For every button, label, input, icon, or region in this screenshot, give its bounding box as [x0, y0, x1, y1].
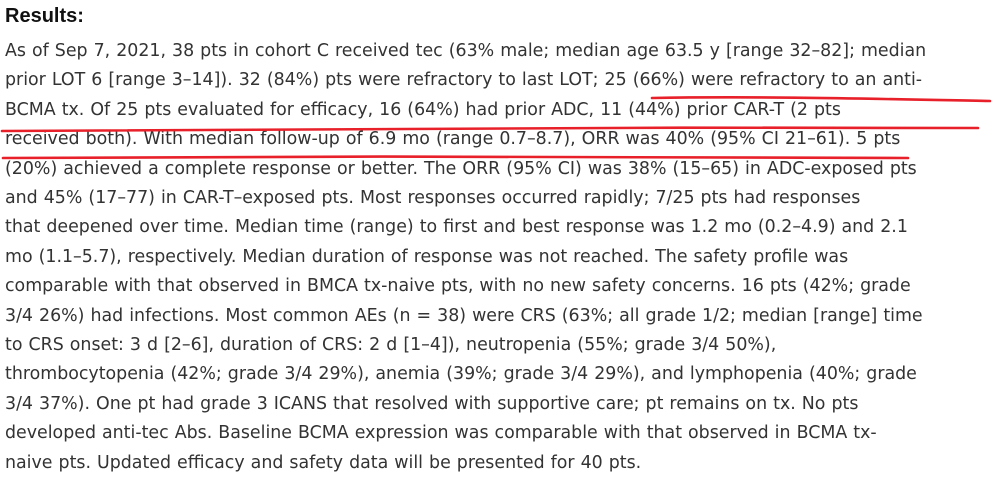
text-line: (20%) achieved a complete response or be…	[5, 158, 917, 179]
text-line: received both). With median follow-up of…	[5, 129, 901, 150]
text-line: thrombocytopenia (42%; grade 3/4 29%), a…	[5, 364, 917, 385]
text-line: developed anti-tec Abs. Baseline BCMA ex…	[5, 423, 877, 444]
text-line: BCMA tx. Of 25 pts evaluated for efficac…	[5, 99, 841, 120]
text-line: to CRS onset: 3 d [2–6], duration of CRS…	[5, 335, 777, 356]
text-line: prior LOT 6 [range 3–14]). 32 (84%) pts …	[5, 70, 923, 91]
text-line: As of Sep 7, 2021, 38 pts in cohort C re…	[5, 41, 927, 61]
text-line: 3/4 26%) had infections. Most common AEs…	[5, 305, 923, 326]
results-paragraph: As of Sep 7, 2021, 38 pts in cohort C re…	[5, 37, 995, 478]
text-line: naive pts. Updated efficacy and safety d…	[5, 452, 642, 473]
text-line: 3/4 37%). One pt had grade 3 ICANS that …	[5, 393, 859, 414]
text-line: that deepened over time. Median time (ra…	[5, 217, 908, 238]
text-line: mo (1.1–5.7), respectively. Median durat…	[5, 246, 849, 267]
text-line: and 45% (17–77) in CAR-T–exposed pts. Mo…	[5, 188, 861, 209]
section-heading: Results:	[5, 5, 84, 27]
text-line: comparable with that observed in BMCA tx…	[5, 276, 911, 297]
